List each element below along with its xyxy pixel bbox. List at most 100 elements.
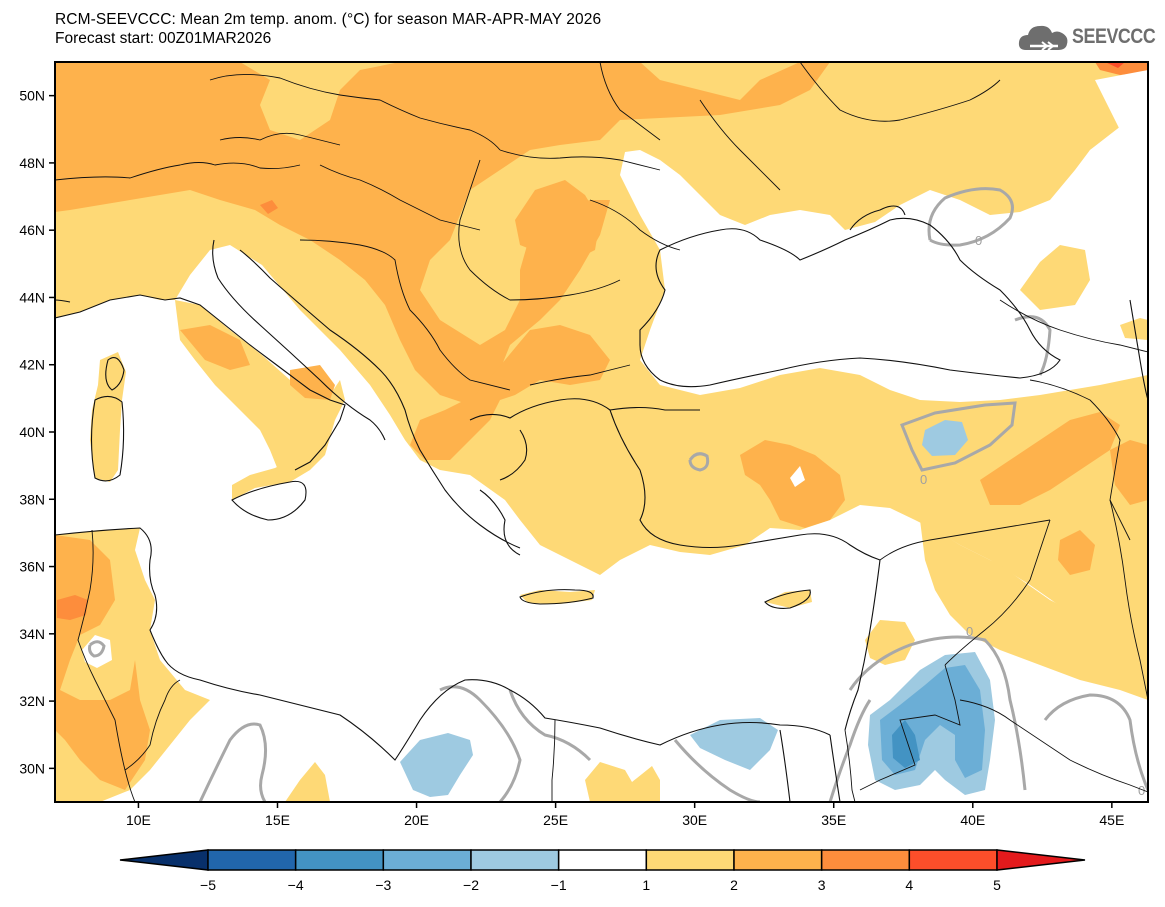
- border-europe-3: [458, 149, 661, 301]
- zero-contour-label-jordan: 0: [966, 624, 973, 639]
- anomaly-region-2to3-italy: [180, 325, 250, 370]
- anomaly-region-3to4-algeria: [57, 595, 88, 620]
- anomaly-region-2to3-iran: [1110, 440, 1148, 505]
- anomaly-region-1to2-sicily: [232, 380, 345, 500]
- zero-contour-sinai: [828, 699, 872, 802]
- lat-tick-label: 42N: [19, 357, 45, 373]
- colorbar-bin: [207, 849, 297, 871]
- anomaly-region-minus1to2-libya: [400, 733, 473, 797]
- anomaly-region-2to3-romania: [515, 180, 600, 260]
- lon-tick-label: 40E: [960, 812, 985, 828]
- coastline-azov: [849, 205, 906, 231]
- zero-contour-libya-west: [198, 722, 267, 802]
- border-jordan-saudi: [859, 664, 961, 791]
- lat-tick-label: 46N: [19, 222, 45, 238]
- border-europe-5: [529, 199, 681, 386]
- zero-contour-label-anatolia: 0: [920, 472, 927, 487]
- coastline-redsea: [779, 729, 841, 802]
- border-turkey-syria: [879, 519, 1051, 561]
- border-north-1: [599, 62, 1001, 191]
- border-iraq-iran: [1109, 499, 1148, 701]
- colorbar-bin: [645, 849, 735, 871]
- coastline-sardinia: [90, 395, 125, 482]
- anomaly-region-minus1to2-egypt: [690, 718, 778, 770]
- anomaly-region-1to2-lebanon: [865, 620, 915, 665]
- anomaly-region-1to2-levant: [920, 520, 1148, 700]
- anomaly-region-neutral-ukraine: [1075, 70, 1148, 220]
- anomaly-region-2to3-eastturkey: [980, 412, 1120, 505]
- coastline-corsica: [105, 357, 125, 391]
- lat-tick-label: 30N: [19, 760, 45, 776]
- colorbar-label: 4: [905, 877, 913, 893]
- coastline-crete: [519, 589, 594, 605]
- zero-contours: [88, 187, 1148, 802]
- colorbar-bin: [382, 849, 472, 871]
- border-libya-egypt: [551, 719, 556, 802]
- coastlines: [55, 205, 1148, 802]
- logo-text: SEEVCCC: [1072, 25, 1156, 48]
- anomaly-region-2to3-iraq: [1058, 530, 1095, 575]
- border-europe-2: [219, 132, 481, 231]
- colorbar-label: 5: [993, 877, 1001, 893]
- coastline-turkey-south: [609, 409, 881, 561]
- anomaly-region-1to2-sardinia: [90, 352, 126, 482]
- lon-tick-label: 45E: [1099, 812, 1124, 828]
- cloud-icon: [1018, 25, 1068, 51]
- colorbar-label: −3: [375, 877, 391, 893]
- lat-tick-label: 38N: [19, 491, 45, 507]
- coastline-northafrica: [55, 527, 831, 761]
- anomaly-region-2to3-balkans: [410, 325, 610, 460]
- lon-tick-label: 35E: [821, 812, 846, 828]
- zero-contour-anatolia: [900, 401, 1017, 472]
- colorbar-bin: [820, 849, 911, 871]
- colorbar-label: 2: [730, 877, 738, 893]
- forecast-start: Forecast start: 00Z01MAR2026: [55, 30, 272, 47]
- anomaly-region-1to2-russia: [1020, 245, 1090, 310]
- lat-tick-label: 34N: [19, 626, 45, 642]
- zero-contour-jordan: [848, 635, 1027, 791]
- anomaly-region-neutral-tunisia-spot: [82, 635, 112, 668]
- colorbar-bin: [470, 849, 560, 871]
- coastline-levant: [844, 559, 881, 731]
- border-turkey-east: [1029, 379, 1131, 541]
- zero-contour-label-iraq: 0: [1138, 783, 1145, 798]
- lat-tick-label: 40N: [19, 424, 45, 440]
- border-saudi-iraq: [959, 699, 1148, 793]
- lat-tick-label: 50N: [19, 88, 45, 104]
- colorbar-low-triangle: [119, 849, 209, 871]
- lon-tick-label: 20E: [404, 812, 429, 828]
- anomaly-region-3to4-ne-corner: [1095, 62, 1148, 75]
- anomaly-region-neutral-anatolia-spot: [790, 466, 805, 487]
- lat-tick-label: 36N: [19, 559, 45, 575]
- zero-contour-anatolia-ring: [688, 452, 710, 472]
- coastline-caspian: [1129, 299, 1148, 401]
- lon-tick-label: 30E: [682, 812, 707, 828]
- coastline-cyprus: [764, 589, 811, 609]
- zero-contour-egypt: [673, 739, 761, 802]
- zero-contour-libya-east: [508, 689, 592, 762]
- zero-contour-label-russia: 0: [975, 233, 982, 248]
- zero-contour-libya-central: [439, 685, 522, 802]
- anomaly-region-4to5-ne-corner: [1105, 62, 1125, 68]
- anomaly-region-1to2-caspian: [1120, 318, 1148, 340]
- border-europe-1: [55, 73, 501, 181]
- lat-tick-label: 48N: [19, 155, 45, 171]
- zero-contour-iraq: [1043, 693, 1148, 791]
- anomaly-region-2to3-italy-south: [290, 365, 335, 400]
- colorbar-bin: [294, 849, 385, 871]
- anomaly-region-minus1to2-anatolia: [922, 420, 968, 456]
- latitude-axis: 30N 32N 34N 36N 38N 40N 42N 44N 46N 48N 50N: [19, 88, 55, 776]
- lon-tick-label: 25E: [543, 812, 568, 828]
- colorbar-bin: [557, 849, 648, 871]
- map-title: RCM-SEEVCCC: Mean 2m temp. anom. (°C) fo…: [55, 11, 602, 28]
- lon-tick-label: 15E: [265, 812, 290, 828]
- anomaly-region-1to2-libya-south: [285, 762, 330, 802]
- coastline-sicily: [231, 480, 307, 521]
- colorbar-label: −4: [288, 877, 304, 893]
- border-tunisia-libya: [124, 679, 181, 771]
- colorbar-label: −1: [551, 877, 567, 893]
- country-borders: [55, 62, 1148, 802]
- border-caucasus: [999, 299, 1148, 353]
- anomaly-region-2to3-anatolia: [740, 440, 845, 528]
